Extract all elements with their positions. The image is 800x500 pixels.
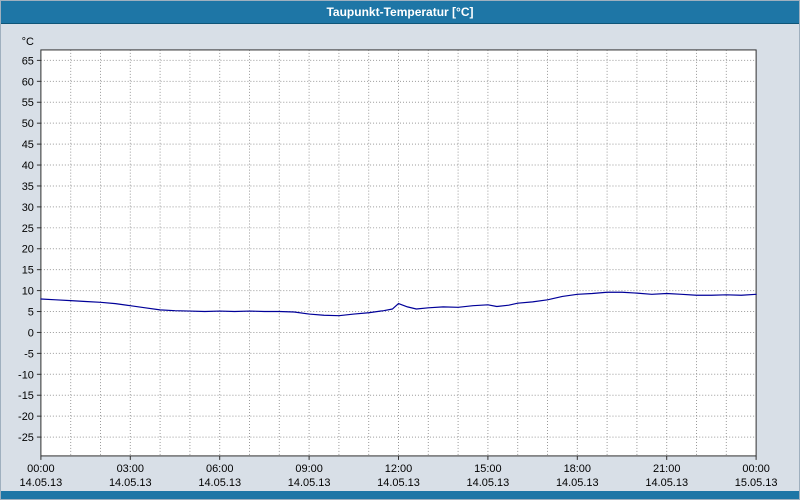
x-tick-date-label: 15.05.13 — [735, 477, 778, 489]
x-tick-date-label: 14.05.13 — [556, 477, 599, 489]
chart-area: 65 60 55 50 45 40 35 30 25 20 15 10 5 0 -5 -10 -15 -20 -25… — [1, 24, 799, 491]
y-tick-label: 55 — [22, 97, 34, 109]
temperature-line — [40, 291, 757, 317]
x-tick-time-label: 21:00 — [653, 463, 680, 475]
x-tick-time-label: 12:00 — [385, 463, 412, 475]
x-tick-time-label: 03:00 — [117, 463, 144, 475]
bottom-bar — [1, 490, 799, 499]
y-axis-unit-label: °C — [22, 36, 34, 48]
y-tick-label: 65 — [22, 55, 34, 67]
chart-canvas: 65605550454035302520151050-5-10-15-20-25… — [18, 36, 778, 489]
y-tick-label: 15 — [22, 265, 34, 277]
x-tick-date-label: 14.05.13 — [467, 477, 510, 489]
x-tick-time-label: 18:00 — [564, 463, 591, 475]
y-tick-label: 60 — [22, 76, 34, 88]
y-tick-label: -20 — [18, 411, 34, 423]
x-tick-time-label: 15:00 — [474, 463, 501, 475]
x-tick-time-label: 09:00 — [295, 463, 322, 475]
y-tick-label: 35 — [22, 181, 34, 193]
y-tick-label: 20 — [22, 244, 34, 256]
chart-title-bar: Taupunkt-Temperatur [°C] — [1, 1, 799, 24]
y-tick-label: 50 — [22, 118, 34, 130]
y-tick-label: -10 — [18, 369, 34, 381]
y-tick-label: -5 — [24, 348, 34, 360]
y-tick-label: 30 — [22, 202, 34, 214]
x-tick-time-label: 00:00 — [27, 463, 54, 475]
x-tick-date-label: 14.05.13 — [20, 477, 63, 489]
x-tick-date-label: 14.05.13 — [198, 477, 241, 489]
y-tick-label: 5 — [28, 307, 34, 319]
x-tick-date-label: 14.05.13 — [377, 477, 420, 489]
y-tick-label: -25 — [18, 432, 34, 444]
x-tick-date-label: 14.05.13 — [288, 477, 331, 489]
y-tick-label: 40 — [22, 160, 34, 172]
y-tick-label: 45 — [22, 139, 34, 151]
y-tick-label: -15 — [18, 390, 34, 402]
y-tick-label: 10 — [22, 286, 34, 298]
x-tick-time-label: 00:00 — [742, 463, 769, 475]
y-tick-label: 25 — [22, 223, 34, 235]
x-tick-time-label: 06:00 — [206, 463, 233, 475]
y-tick-label: 0 — [28, 327, 34, 339]
x-tick-date-label: 14.05.13 — [645, 477, 688, 489]
chart-title: Taupunkt-Temperatur [°C] — [326, 5, 474, 19]
x-tick-date-label: 14.05.13 — [109, 477, 152, 489]
